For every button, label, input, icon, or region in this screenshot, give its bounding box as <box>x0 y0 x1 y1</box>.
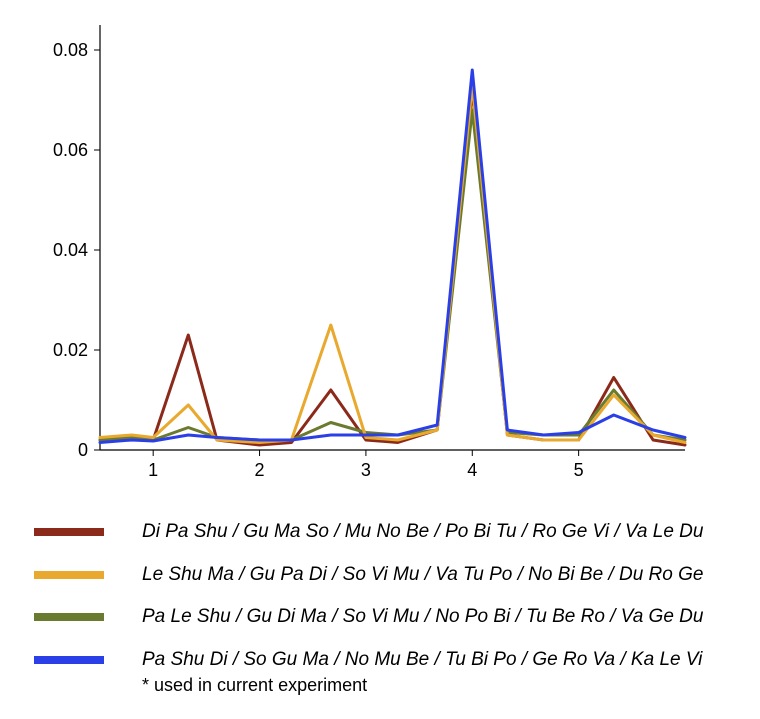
x-tick-label: 3 <box>361 460 371 480</box>
legend-text-wrap: Pa Shu Di / So Gu Ma / No Mu Be / Tu Bi … <box>142 648 702 696</box>
legend-label: Di Pa Shu / Gu Ma So / Mu No Be / Po Bi … <box>142 520 703 545</box>
legend-row: Di Pa Shu / Gu Ma So / Mu No Be / Po Bi … <box>34 520 734 545</box>
y-tick-label: 0.08 <box>53 40 88 60</box>
series-green <box>100 110 685 440</box>
legend-row: Pa Le Shu / Gu Di Ma / So Vi Mu / No Po … <box>34 605 734 630</box>
legend-label: Pa Le Shu / Gu Di Ma / So Vi Mu / No Po … <box>142 605 703 630</box>
legend: Di Pa Shu / Gu Ma So / Mu No Be / Po Bi … <box>34 520 734 714</box>
x-tick-label: 1 <box>148 460 158 480</box>
legend-label: Le Shu Ma / Gu Pa Di / So Vi Mu / Va Tu … <box>142 563 703 588</box>
legend-swatch <box>34 528 104 536</box>
line-chart: 00.020.040.060.0812345 <box>90 20 690 480</box>
legend-label: Pa Shu Di / So Gu Ma / No Mu Be / Tu Bi … <box>142 648 702 673</box>
legend-swatch <box>34 613 104 621</box>
legend-swatch <box>34 571 104 579</box>
x-tick-label: 5 <box>574 460 584 480</box>
series-blue <box>100 70 685 443</box>
legend-text-wrap: Pa Le Shu / Gu Di Ma / So Vi Mu / No Po … <box>142 605 703 630</box>
legend-note: * used in current experiment <box>142 675 702 696</box>
x-tick-label: 4 <box>467 460 477 480</box>
figure: 0 0.02 0.04 0.06 0.08 1 2 3 4 5 Di Pa Shu / Gu Ma… <box>0 0 760 719</box>
y-tick-label: 0 <box>78 440 88 460</box>
series-yellow <box>100 85 685 443</box>
y-tick-label: 0.06 <box>53 140 88 160</box>
legend-row: Pa Shu Di / So Gu Ma / No Mu Be / Tu Bi … <box>34 648 734 696</box>
x-tick-label: 2 <box>255 460 265 480</box>
legend-text-wrap: Di Pa Shu / Gu Ma So / Mu No Be / Po Bi … <box>142 520 703 545</box>
chart-svg: 00.020.040.060.0812345 <box>90 20 690 480</box>
legend-row: Le Shu Ma / Gu Pa Di / So Vi Mu / Va Tu … <box>34 563 734 588</box>
y-tick-label: 0.04 <box>53 240 88 260</box>
legend-swatch <box>34 656 104 664</box>
y-tick-label: 0.02 <box>53 340 88 360</box>
series-red <box>100 90 685 445</box>
legend-text-wrap: Le Shu Ma / Gu Pa Di / So Vi Mu / Va Tu … <box>142 563 703 588</box>
